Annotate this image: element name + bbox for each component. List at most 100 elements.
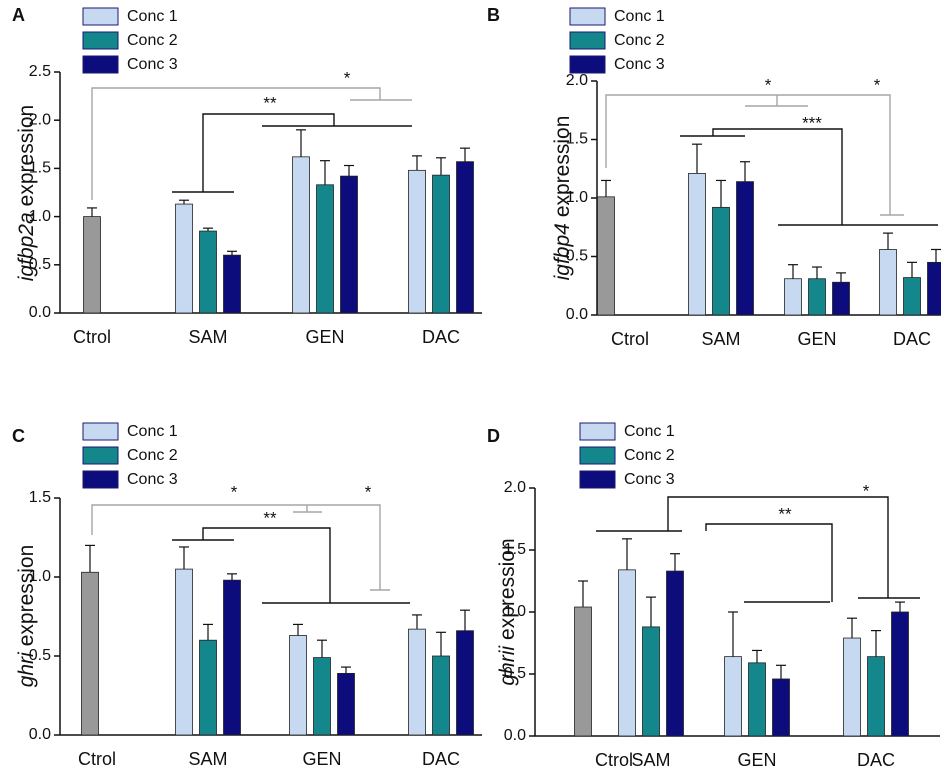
legend-label: Conc 1 xyxy=(127,8,178,25)
legend-label: Conc 2 xyxy=(127,447,178,464)
significance-label: * xyxy=(874,75,881,94)
bar xyxy=(289,635,307,736)
legend-swatch xyxy=(579,422,616,441)
significance-bracket xyxy=(712,128,843,225)
legend-label: Conc 2 xyxy=(624,447,675,464)
y-tick-label: 1.0 xyxy=(566,189,588,206)
legend-swatch xyxy=(569,31,606,50)
y-tick-label: 0.5 xyxy=(504,665,526,682)
bar xyxy=(879,249,897,316)
x-tick-label: DAC xyxy=(857,750,895,770)
y-tick-label: 0.0 xyxy=(29,304,51,321)
legend-swatch xyxy=(82,422,119,441)
bar xyxy=(81,571,99,736)
significance-bracket xyxy=(605,94,891,215)
legend-label: Conc 2 xyxy=(127,32,178,49)
x-tick-label: Ctrol xyxy=(595,750,633,770)
bar xyxy=(292,156,310,314)
y-tick-label: 2.0 xyxy=(566,72,588,89)
significance-label: * xyxy=(344,68,351,87)
y-axis-label: ghrii expression xyxy=(496,538,519,685)
legend-swatch xyxy=(82,446,119,465)
x-tick-label: Ctrol xyxy=(611,329,649,349)
y-tick-label: 1.5 xyxy=(566,131,588,148)
y-axis-label: igfbp2a expression xyxy=(15,105,38,281)
bar xyxy=(712,206,730,316)
y-tick-label: 1.5 xyxy=(29,160,51,177)
bar xyxy=(903,277,921,316)
significance-label: ** xyxy=(778,504,792,523)
bar xyxy=(891,611,909,737)
x-tick-label: DAC xyxy=(893,329,931,349)
significance-label: * xyxy=(365,482,372,501)
y-tick-label: 0.0 xyxy=(29,726,51,743)
bar xyxy=(784,278,802,316)
y-axis-label-text: expression xyxy=(15,545,38,647)
y-tick-label: 0.5 xyxy=(566,248,588,265)
bar xyxy=(83,216,101,314)
y-axis-label-gene: ghrii xyxy=(496,645,519,686)
legend-label: Conc 3 xyxy=(614,56,665,73)
bar xyxy=(175,203,193,314)
bar xyxy=(223,579,241,736)
bar xyxy=(867,656,885,737)
y-tick-label: 1.0 xyxy=(29,208,51,225)
significance-label: *** xyxy=(802,113,822,132)
y-axis-label-gene: ghri xyxy=(15,651,38,687)
bar xyxy=(597,196,615,316)
legend-swatch xyxy=(579,446,616,465)
legend-label: Conc 2 xyxy=(614,32,665,49)
y-axis-label: igfbp4 expression xyxy=(551,116,574,281)
bar xyxy=(313,657,331,736)
legend-swatch xyxy=(82,55,119,74)
x-tick-label: GEN xyxy=(797,329,836,349)
legend-label: Conc 3 xyxy=(127,471,178,488)
significance-label: * xyxy=(231,482,238,501)
panel-letter: D xyxy=(487,426,500,446)
bar xyxy=(642,626,660,737)
significance-label: ** xyxy=(263,508,277,527)
legend-swatch xyxy=(569,55,606,74)
panel-letter: C xyxy=(12,426,25,446)
x-tick-label: DAC xyxy=(422,327,460,347)
y-axis-label-text: expression xyxy=(15,105,38,207)
significance-label: ** xyxy=(263,93,277,112)
bar xyxy=(408,169,426,314)
legend-swatch xyxy=(569,7,606,26)
y-tick-label: 0.0 xyxy=(566,306,588,323)
x-tick-label: GEN xyxy=(302,749,341,769)
legend-label: Conc 1 xyxy=(127,423,178,440)
bar xyxy=(408,628,426,736)
legend-swatch xyxy=(579,470,616,489)
y-tick-label: 2.0 xyxy=(29,111,51,128)
legend-label: Conc 3 xyxy=(624,471,675,488)
y-tick-label: 2.5 xyxy=(29,63,51,80)
y-axis-label-gene: igfbp4 xyxy=(551,223,574,280)
bar xyxy=(456,630,474,736)
y-tick-label: 1.0 xyxy=(504,603,526,620)
x-tick-label: Ctrol xyxy=(73,327,111,347)
bar xyxy=(574,606,592,737)
y-axis-label-text: expression xyxy=(551,116,574,218)
y-tick-label: 1.5 xyxy=(29,489,51,506)
bar xyxy=(199,230,217,314)
x-tick-label: GEN xyxy=(305,327,344,347)
significance-bracket xyxy=(667,496,889,598)
panel-letter: B xyxy=(487,5,500,25)
legend-label: Conc 1 xyxy=(614,8,665,25)
y-tick-label: 0.0 xyxy=(504,727,526,744)
y-axis-label-text: expression xyxy=(496,538,519,640)
bar xyxy=(666,570,684,737)
y-tick-label: 2.0 xyxy=(504,479,526,496)
legend-swatch xyxy=(82,470,119,489)
bar xyxy=(432,174,450,314)
panel-letter: A xyxy=(12,5,25,25)
x-tick-label: SAM xyxy=(188,749,227,769)
bar xyxy=(337,672,355,736)
x-tick-label: SAM xyxy=(188,327,227,347)
bar xyxy=(316,184,334,314)
significance-label: * xyxy=(765,75,772,94)
significance-bracket xyxy=(202,113,335,192)
legend-label: Conc 1 xyxy=(624,423,675,440)
